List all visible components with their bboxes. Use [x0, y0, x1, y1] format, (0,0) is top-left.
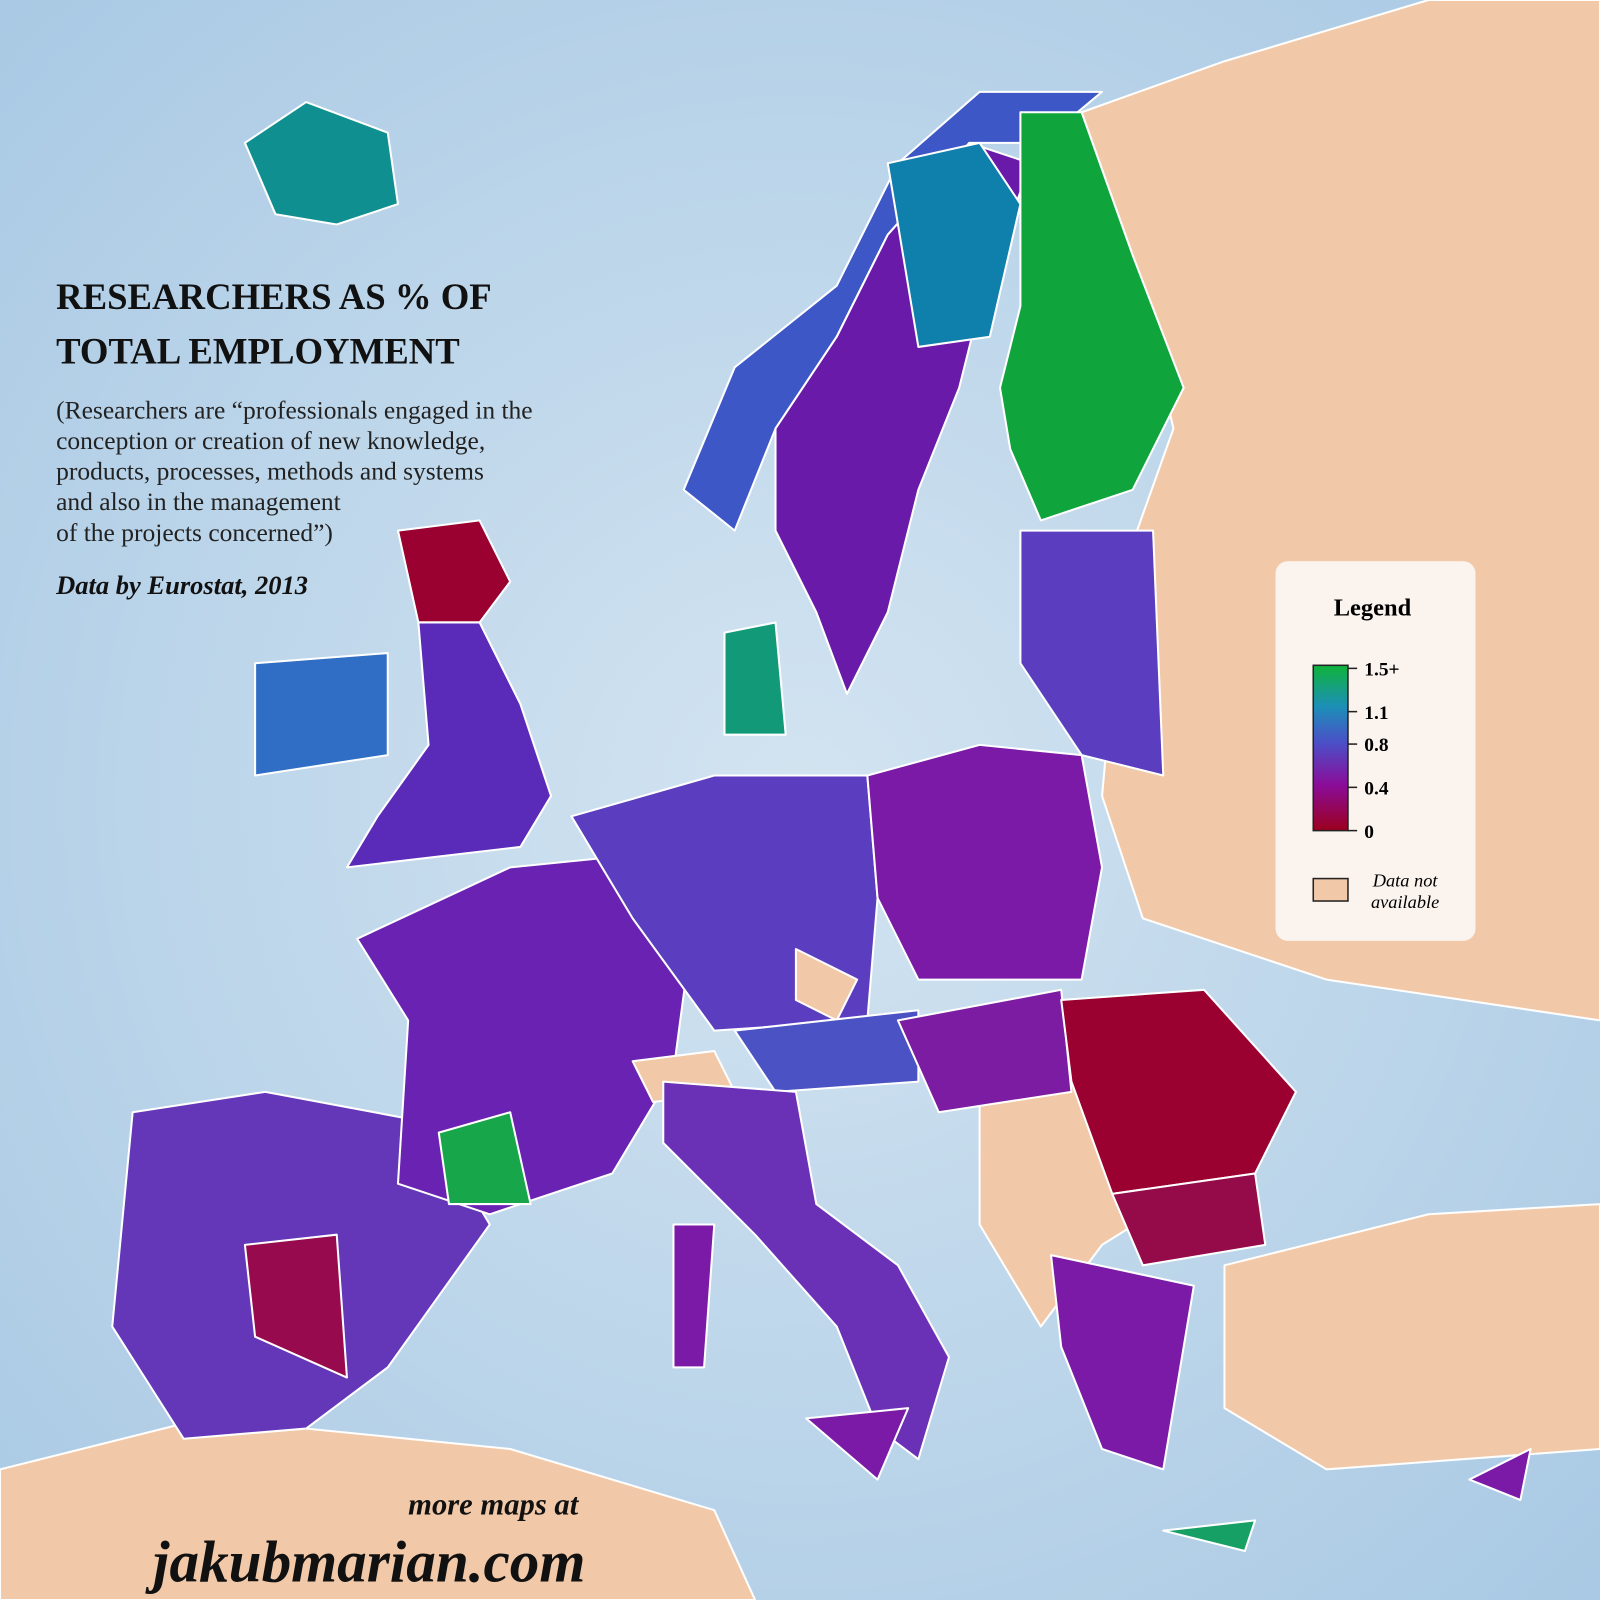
subtitle: (Researchers are “professionals engaged … — [56, 395, 533, 546]
subtitle-line: (Researchers are “professionals engaged … — [56, 395, 533, 424]
sicily — [805, 1407, 910, 1481]
legend-box — [1275, 561, 1476, 941]
ireland — [254, 652, 389, 777]
poland — [866, 743, 1104, 981]
italy — [662, 1080, 950, 1461]
title: TOTAL EMPLOYMENT — [56, 330, 460, 371]
footer-line: more maps at — [408, 1487, 580, 1521]
austria — [733, 1009, 920, 1093]
legend-tick-label: 0.4 — [1364, 778, 1389, 799]
legend-tick-label: 1.1 — [1364, 703, 1388, 724]
england — [345, 621, 553, 869]
crete — [1162, 1519, 1257, 1553]
france-south — [437, 1111, 532, 1206]
baltics — [1019, 529, 1165, 777]
subtitle-line: products, processes, methods and systems — [56, 457, 484, 486]
cyprus — [1468, 1447, 1532, 1502]
finland — [998, 111, 1185, 522]
north-sweden — [886, 141, 1022, 348]
legend-tick-label: 0.8 — [1364, 735, 1389, 756]
greece — [1050, 1254, 1195, 1471]
legend-title: Legend — [1334, 594, 1412, 621]
legend-tick-label: 0 — [1364, 822, 1374, 843]
subtitle-line: conception or creation of new knowledge, — [56, 426, 485, 455]
legend-na-label: available — [1371, 892, 1439, 912]
legend-na-label: Data not — [1372, 871, 1439, 891]
subtitle-line: and also in the management — [56, 487, 341, 516]
title-block: RESEARCHERS AS % OF TOTAL EMPLOYMENT — [56, 276, 492, 371]
source: Data by Eurostat, 2013 — [55, 570, 308, 600]
france — [356, 856, 695, 1216]
iceland — [243, 101, 399, 226]
legend: Legend Data not available 1.5+ 1.1 0.8 0.4 0 — [1275, 561, 1476, 941]
denmark — [723, 621, 787, 736]
bulgaria — [1111, 1172, 1267, 1267]
legend-gradient — [1312, 664, 1349, 832]
title: RESEARCHERS AS % OF — [56, 276, 492, 317]
legend-tick-label: 1.5+ — [1364, 660, 1399, 681]
hungary — [896, 988, 1073, 1114]
legend-na-swatch — [1312, 877, 1349, 902]
central-spain — [243, 1233, 348, 1379]
subtitle-line: of the projects concerned”) — [56, 518, 333, 547]
sardinia — [672, 1223, 716, 1369]
footer-site[interactable]: jakubmarian.com — [145, 1529, 585, 1595]
no-data-turkey — [1223, 1203, 1600, 1471]
scotland — [396, 519, 512, 624]
